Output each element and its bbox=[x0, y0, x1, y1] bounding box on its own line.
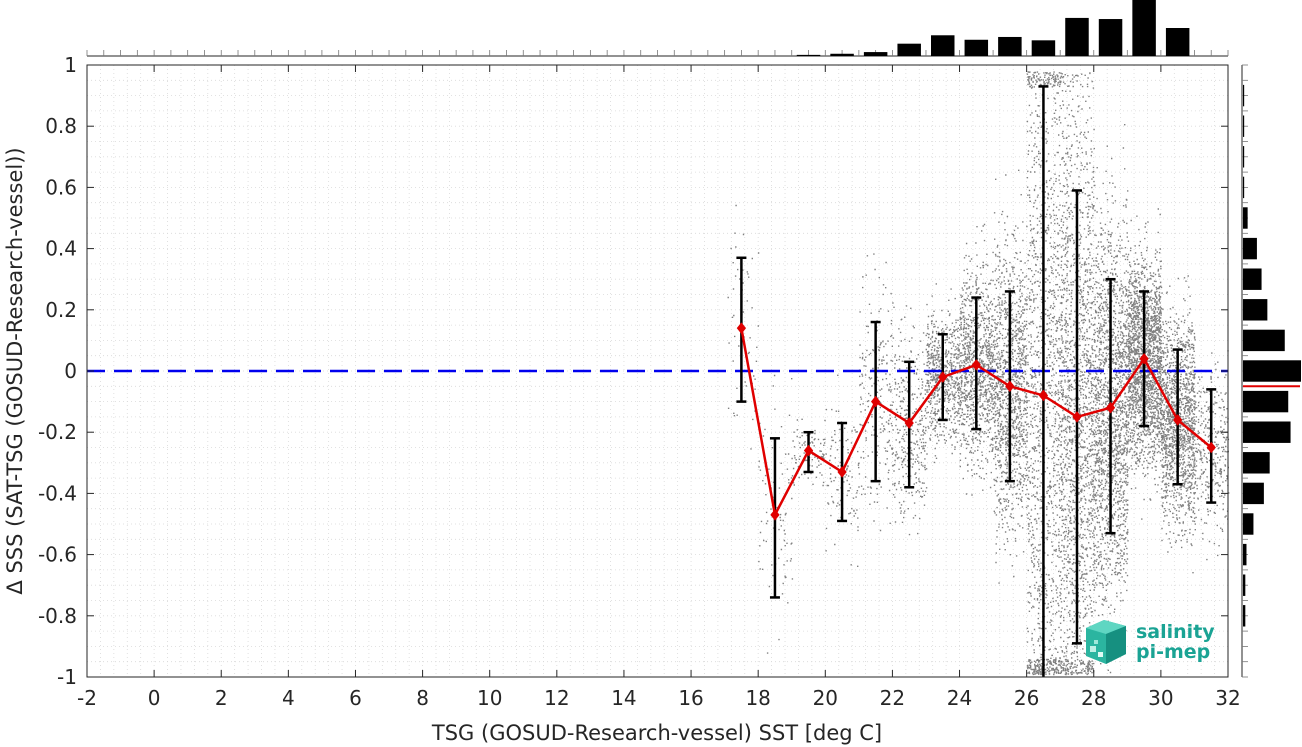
y-tick-label: 0.6 bbox=[45, 175, 77, 199]
x-tick-label: 16 bbox=[678, 686, 703, 710]
y-axis-label: Δ SSS (SAT-TSG (GOSUD-Research-vessel)) bbox=[3, 147, 27, 594]
mean-marker bbox=[1072, 411, 1082, 423]
y-tick-label: -0.4 bbox=[38, 481, 77, 505]
binned-mean-markers bbox=[736, 322, 1216, 521]
right-histogram-bars bbox=[1243, 84, 1301, 627]
right-histogram-bar bbox=[1243, 84, 1245, 107]
y-tick-label: -0.8 bbox=[38, 604, 77, 628]
mean-marker bbox=[971, 359, 981, 371]
x-tick-label: 32 bbox=[1215, 686, 1240, 710]
y-tick-label: -0.6 bbox=[38, 543, 77, 567]
right-histogram-bar bbox=[1243, 513, 1254, 535]
logo-text-salinity: salinity bbox=[1136, 621, 1215, 643]
x-tick-label: 4 bbox=[282, 686, 295, 710]
y-tick-label: 0 bbox=[64, 359, 77, 383]
mean-marker bbox=[837, 466, 847, 478]
right-histogram-bar bbox=[1243, 390, 1289, 413]
x-tick-label: 6 bbox=[349, 686, 362, 710]
right-histogram-bar bbox=[1243, 207, 1248, 229]
salinity-pi-mep-logo: salinity pi-mep bbox=[1086, 620, 1215, 664]
x-ticks: -2 0 2 4 6 8 10 12 14 16 18 20 22 24 26 28 30 32 bbox=[77, 65, 1241, 710]
mean-marker bbox=[736, 322, 747, 334]
mean-marker bbox=[1038, 389, 1049, 402]
top-histogram-bar bbox=[863, 52, 888, 56]
top-histogram-bar bbox=[964, 39, 989, 56]
x-tick-label: 14 bbox=[611, 686, 636, 710]
right-histogram-bar bbox=[1243, 146, 1245, 168]
top-histogram bbox=[86, 0, 1229, 57]
top-histogram-bar bbox=[1031, 40, 1056, 56]
x-tick-label: 26 bbox=[1014, 686, 1039, 710]
right-histogram-bar bbox=[1243, 360, 1301, 382]
mean-marker bbox=[1139, 352, 1149, 365]
logo-text-pi-mep: pi-mep bbox=[1136, 641, 1210, 663]
x-tick-label: 28 bbox=[1081, 686, 1106, 710]
x-tick-label: -2 bbox=[77, 686, 97, 710]
right-histogram-bar bbox=[1243, 543, 1247, 566]
mean-marker bbox=[770, 509, 780, 521]
mean-marker bbox=[870, 395, 881, 408]
top-histogram-bars bbox=[796, 0, 1190, 57]
x-tick-label: 22 bbox=[880, 686, 905, 710]
top-histogram-bar bbox=[1065, 17, 1089, 57]
top-histogram-bar bbox=[931, 35, 955, 56]
right-histogram-bar bbox=[1243, 482, 1264, 505]
top-histogram-bar bbox=[1132, 0, 1156, 56]
right-histogram-bar bbox=[1243, 574, 1246, 596]
y-tick-label: 0.4 bbox=[45, 237, 77, 261]
top-histogram-bar bbox=[998, 36, 1022, 56]
mean-marker bbox=[1105, 401, 1116, 414]
x-axis-label: TSG (GOSUD-Research-vessel) SST [deg C] bbox=[431, 721, 882, 745]
y-tick-label: -1 bbox=[57, 665, 77, 689]
mean-marker bbox=[1206, 441, 1216, 454]
right-histogram bbox=[1241, 64, 1301, 678]
x-tick-label: 30 bbox=[1148, 686, 1173, 710]
y-tick-label: 1 bbox=[64, 53, 77, 77]
right-histogram-bar bbox=[1243, 329, 1285, 352]
right-histogram-bar bbox=[1243, 452, 1270, 474]
main-axes: -2 0 2 4 6 8 10 12 14 16 18 20 22 24 26 28 30 32 -1-0.8-0… bbox=[38, 53, 1241, 710]
right-histogram-bar bbox=[1243, 421, 1291, 443]
y-ticks: -1 -0.8 -0.6 -0.4 -0.2 0 0.2 0.4 0.6 0.8 1 bbox=[38, 53, 1228, 689]
right-histogram-bar bbox=[1243, 237, 1257, 260]
y-tick-label: 0.2 bbox=[45, 298, 77, 322]
right-histogram-bar bbox=[1243, 115, 1245, 137]
right-histogram-bar bbox=[1243, 268, 1262, 290]
x-tick-label: 10 bbox=[477, 686, 502, 710]
x-tick-label: 18 bbox=[745, 686, 770, 710]
x-tick-label: 0 bbox=[148, 686, 161, 710]
right-histogram-bar bbox=[1243, 605, 1246, 627]
mean-marker bbox=[1173, 414, 1183, 426]
y-tick-label: -0.2 bbox=[38, 420, 77, 444]
logo-cube-icon bbox=[1086, 620, 1126, 664]
right-histogram-bar bbox=[1243, 176, 1245, 199]
mean-marker bbox=[803, 444, 814, 457]
top-histogram-bar bbox=[897, 43, 921, 56]
y-tick-label: 0.8 bbox=[45, 114, 77, 138]
mean-marker bbox=[904, 417, 914, 429]
x-tick-label: 20 bbox=[813, 686, 838, 710]
top-histogram-bar bbox=[1098, 19, 1123, 56]
right-histogram-bar bbox=[1243, 299, 1268, 321]
x-tick-label: 12 bbox=[544, 686, 569, 710]
mean-marker bbox=[938, 371, 948, 383]
top-histogram-bar bbox=[830, 53, 854, 56]
x-tick-label: 2 bbox=[215, 686, 228, 710]
top-histogram-bar bbox=[1165, 28, 1190, 56]
x-tick-label: 8 bbox=[416, 686, 429, 710]
mean-marker bbox=[1005, 380, 1015, 393]
top-histogram-bar bbox=[796, 54, 821, 56]
top-histogram-ticks bbox=[86, 50, 1229, 57]
x-tick-label: 24 bbox=[947, 686, 972, 710]
